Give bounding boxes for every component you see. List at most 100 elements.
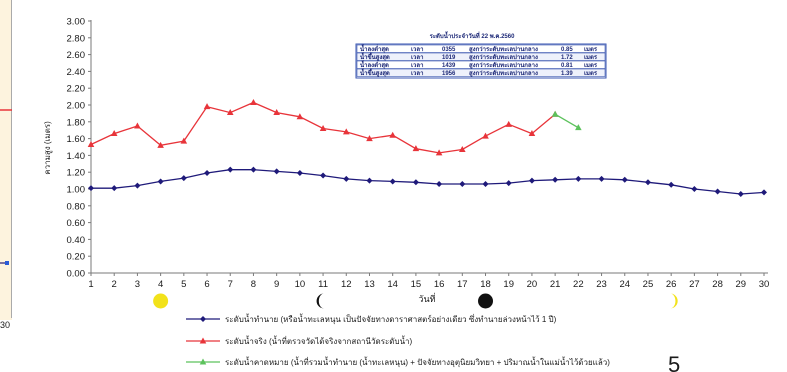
data-point [459, 146, 466, 153]
series-line-2 [554, 113, 579, 129]
data-point [528, 130, 536, 137]
moon-phases [153, 293, 678, 309]
page-number: 5 [668, 352, 680, 372]
data-point [551, 110, 559, 117]
tide-info-row [356, 60, 606, 69]
side-panel-tick-label: 30 [0, 320, 10, 330]
tide-info-cell: น้ำขึ้นสูงสุด [360, 51, 390, 62]
data-point [412, 179, 419, 186]
tide-info-cell: เวลา [411, 70, 423, 77]
data-point [389, 178, 396, 185]
data-point [528, 177, 535, 184]
x-tick-label: 24 [619, 279, 630, 290]
moon-last-quarter-icon [316, 293, 325, 309]
moon-disc [153, 293, 169, 309]
data-point [505, 120, 513, 127]
moon-disc [478, 293, 494, 309]
data-point [88, 185, 94, 192]
data-point [714, 188, 721, 195]
x-axis-label: วันที่ [418, 292, 435, 304]
tide-info-cell: เวลา [411, 54, 423, 61]
data-point [505, 180, 512, 187]
legend: ระดับน้ำทำนาย (หรือน้ำทะเลหนุน เป็นปัจจั… [186, 313, 610, 367]
x-tick-label: 13 [364, 279, 375, 290]
x-tick-label: 4 [158, 279, 163, 290]
x-tick-label: 9 [274, 279, 279, 290]
x-tick-label: 30 [759, 279, 770, 290]
data-point [250, 98, 257, 105]
x-tick-label: 11 [318, 279, 328, 290]
data-point [157, 141, 164, 148]
tide-info-cell: น้ำลงต่ำสุด [360, 59, 389, 69]
x-tick-label: 28 [712, 279, 723, 290]
y-tick-label: 2.80 [67, 33, 86, 44]
tide-info-cell: 1.39 [561, 71, 573, 77]
data-point [389, 131, 396, 138]
x-tick-label: 15 [411, 279, 422, 290]
tide-info-row [356, 44, 606, 53]
legend-swatch-marker [199, 358, 207, 365]
y-tick-label: 0.40 [67, 235, 86, 246]
y-tick-label: 2.20 [67, 84, 86, 95]
data-point [134, 122, 141, 129]
y-tick-label: 3.00 [67, 17, 86, 28]
data-point [342, 128, 350, 135]
y-tick-label: 1.40 [67, 151, 86, 162]
x-axis-ticks: 1 2 3 4 5 6 7 8 9 10 11 12 13 14 15 16 17 18 19 20 21 22 23 24 2… [88, 273, 769, 290]
x-tick-label: 18 [480, 279, 491, 290]
x-tick-label: 3 [135, 279, 140, 290]
x-tick-label: 8 [251, 279, 256, 290]
x-tick-label: 22 [573, 279, 584, 290]
side-panel-marker [5, 261, 9, 265]
moon-crescent [670, 293, 678, 309]
tide-info-cell: เวลา [411, 46, 423, 53]
legend-swatch-marker [200, 316, 206, 322]
tide-info-cell: สูงกว่าระดับทะเลปานกลาง [469, 61, 538, 70]
x-tick-label: 7 [228, 279, 233, 290]
y-tick-label: 2.60 [67, 50, 86, 61]
tide-info-row [356, 52, 606, 61]
y-tick-label: 1.20 [67, 168, 86, 179]
y-tick-label: 1.60 [67, 134, 86, 145]
data-point [668, 181, 675, 188]
data-point [180, 137, 188, 144]
data-point [296, 113, 304, 120]
data-point [761, 189, 767, 196]
x-tick-label: 1 [88, 279, 93, 290]
data-point [87, 140, 95, 147]
data-point [111, 185, 118, 192]
tide-info-box: ระดับน้ำประจำวันที่ 22 พ.ค.2560 น้ำลงต่ำ… [355, 30, 607, 79]
tide-info-cell: 0.81 [561, 63, 573, 69]
x-tick-label: 17 [457, 279, 468, 290]
data-point [575, 124, 582, 131]
data-point [203, 103, 211, 110]
data-point [482, 132, 489, 139]
tide-info-cell: เวลา [411, 62, 423, 69]
tide-info-cell: สูงกว่าระดับทะเลปานกลาง [469, 69, 538, 78]
legend-item: ระดับน้ำทำนาย (หรือน้ำทะเลหนุน เป็นปัจจั… [186, 313, 557, 324]
y-axis-label: ความสูง (เมตร) [43, 121, 53, 175]
data-point [343, 175, 350, 182]
moon-full-icon [153, 293, 169, 309]
legend-item: ระดับน้ำคาดหมาย (น้ำที่รวมน้ำทำนาย (น้ำท… [186, 356, 610, 367]
moon-first-quarter-icon [670, 293, 678, 309]
data-point [482, 180, 489, 187]
data-point [436, 180, 443, 187]
data-point [459, 180, 466, 187]
data-point [366, 177, 373, 184]
tide-info-cell: 1956 [442, 71, 456, 77]
data-point [227, 166, 234, 173]
tide-info-cell: 1.72 [561, 55, 573, 61]
data-point [552, 176, 559, 183]
data-point [319, 125, 327, 132]
legend-label: ระดับน้ำจริง (น้ำที่ตรวจวัดได้จริงจากสถา… [225, 335, 413, 346]
data-point [296, 170, 303, 177]
data-point [157, 178, 164, 185]
data-point [273, 109, 280, 116]
tide-info-row [356, 68, 606, 77]
tide-info-cell: สูงกว่าระดับทะเลปานกลาง [469, 53, 538, 62]
data-point [435, 149, 443, 156]
data-point [320, 172, 327, 179]
tide-info-cell: 1019 [442, 55, 456, 61]
data-point [644, 179, 651, 186]
